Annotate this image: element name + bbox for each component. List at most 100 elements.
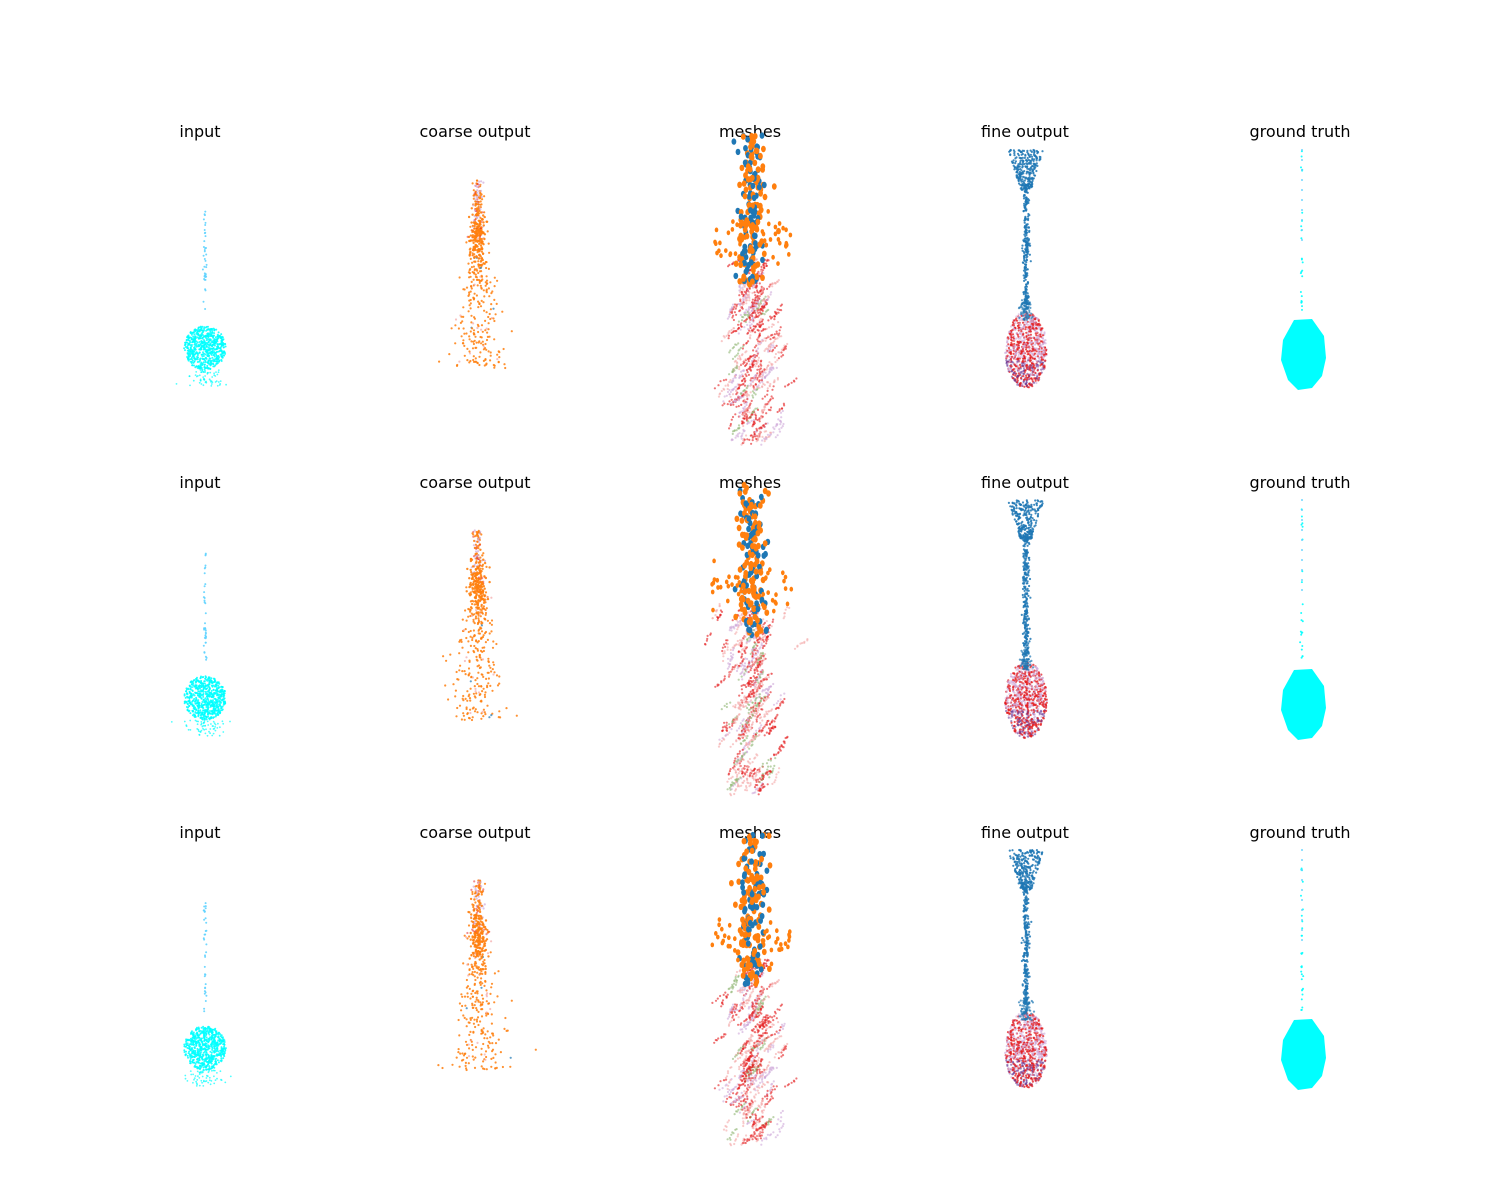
mesh-patch [763, 370, 766, 373]
mesh-patch [730, 306, 734, 309]
input-point [195, 358, 198, 361]
input-point [209, 331, 212, 334]
input-point [205, 658, 208, 661]
input-point [194, 342, 196, 344]
input-point [208, 683, 211, 686]
mesh-patch [790, 381, 793, 384]
input-point [200, 361, 203, 364]
mesh-patch [751, 309, 754, 312]
fine-point [1025, 196, 1028, 199]
fine-point [1012, 352, 1015, 355]
fine-point [1038, 357, 1041, 361]
input-point [205, 266, 208, 269]
input-point [194, 680, 197, 683]
fine-point [1022, 195, 1025, 198]
coarse-point [480, 180, 483, 183]
fine-point [1020, 299, 1024, 302]
input-point [193, 364, 195, 367]
mesh-patch [748, 143, 753, 151]
mesh-patch [765, 264, 768, 267]
mesh-patch [748, 296, 751, 300]
input-point [186, 703, 189, 706]
coarse-point [478, 230, 481, 233]
fine-point [1026, 170, 1029, 173]
coarse-point [472, 342, 475, 346]
input-point [200, 383, 203, 385]
input-point [188, 348, 191, 351]
input-point [196, 341, 199, 344]
coarse-point [486, 331, 489, 334]
mesh-patch [735, 354, 738, 357]
input-point [194, 336, 197, 339]
mesh-patch [760, 291, 763, 294]
input-point [185, 706, 188, 708]
coarse-point [448, 353, 451, 356]
mesh-patch [775, 366, 778, 369]
coarse-point [477, 306, 480, 309]
mesh-patch [733, 400, 736, 403]
coarse-point [471, 213, 474, 216]
fine-point [1029, 153, 1032, 156]
input-point [217, 331, 220, 334]
mesh-patch [733, 375, 737, 378]
fine-point [1034, 355, 1037, 358]
mesh-patch [737, 427, 741, 430]
coarse-point [463, 354, 466, 357]
mesh-patch [742, 226, 748, 233]
panel-title-meshes: meshes [719, 122, 781, 141]
input-point [202, 361, 205, 364]
mesh-patch [753, 309, 756, 313]
input-point [220, 349, 223, 352]
fine-point [1026, 246, 1029, 249]
input-point [190, 683, 193, 686]
mesh-patch [760, 443, 763, 446]
mesh-patch [733, 429, 736, 432]
coarse-point [476, 189, 479, 192]
mesh-patch [755, 284, 759, 287]
fine-point [1008, 150, 1011, 153]
mesh-patch [746, 289, 749, 292]
coarse-point [470, 280, 473, 283]
coarse-point [490, 303, 493, 306]
input-point [204, 612, 207, 615]
input-point [213, 332, 216, 335]
fine-point [1021, 306, 1024, 309]
coarse-point [469, 247, 472, 250]
fine-point [1036, 151, 1040, 154]
mesh-patch [746, 323, 749, 326]
input-point [207, 335, 210, 338]
mesh-patch [795, 377, 798, 380]
input-point [204, 375, 207, 377]
input-point [216, 706, 219, 709]
coarse-point [477, 271, 480, 275]
mesh-patch [722, 379, 726, 382]
input-point [187, 357, 190, 360]
input-point [205, 263, 208, 266]
coarse-point [480, 246, 483, 249]
coarse-point [479, 284, 482, 287]
fine-point [1023, 202, 1026, 205]
fine-point [1024, 216, 1027, 219]
input-point [204, 622, 206, 625]
input-point [217, 710, 220, 713]
coarse-point [474, 275, 477, 278]
input-point [211, 356, 214, 359]
fine-point [1018, 363, 1022, 366]
panel-title-coarse-output: coarse output [419, 823, 530, 842]
input-point [199, 367, 202, 370]
coarse-point [468, 293, 471, 296]
mesh-patch [771, 183, 777, 190]
mesh-patch [759, 426, 762, 429]
mesh-patch [762, 193, 768, 201]
input-point [187, 696, 190, 699]
input-point [204, 259, 207, 262]
input-point [213, 353, 215, 356]
fine-point [1010, 365, 1013, 368]
fine-point [1031, 341, 1034, 344]
fine-point [1021, 360, 1024, 363]
fine-point [1012, 159, 1015, 162]
input-point [199, 684, 202, 687]
mesh-patch [738, 387, 741, 390]
coarse-point [484, 358, 487, 361]
mesh-patch [744, 400, 747, 403]
